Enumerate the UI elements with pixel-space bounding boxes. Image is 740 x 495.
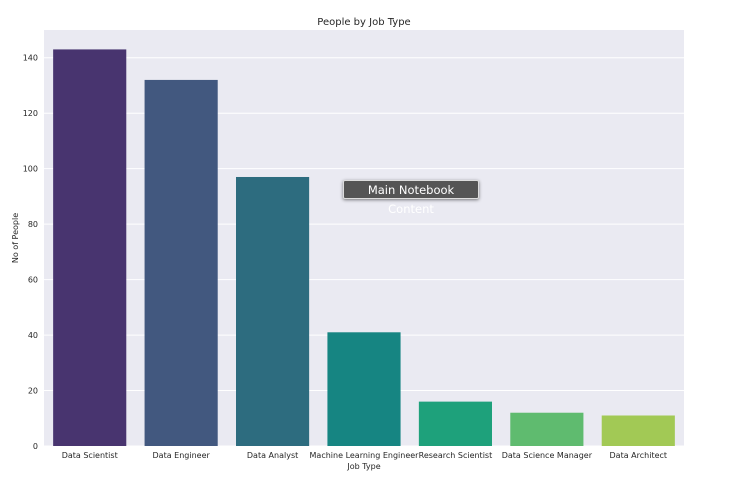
bar-data-engineer — [144, 79, 218, 447]
y-tick-label: 100 — [23, 165, 38, 174]
bar-data-science-manager — [510, 412, 584, 446]
x-tick-label: Machine Learning Engineer — [310, 451, 420, 460]
chart-title: People by Job Type — [317, 17, 410, 28]
y-tick-label: 140 — [23, 54, 38, 63]
y-tick-label: 40 — [28, 331, 38, 340]
bar-data-analyst — [236, 176, 310, 446]
x-tick-label: Data Engineer — [153, 451, 211, 460]
y-axis-label: No of People — [11, 213, 20, 263]
y-tick-label: 60 — [28, 276, 38, 285]
x-axis-ticks: Data Scientist Data Engineer Data Analyst M… — [62, 451, 667, 460]
y-tick-label: 120 — [23, 109, 38, 118]
bar-data-architect — [601, 415, 675, 446]
y-tick-label: 80 — [28, 220, 38, 229]
y-axis-ticks: 0 20 40 60 80 100 120 140 — [23, 54, 38, 451]
bars — [53, 49, 675, 447]
bar-machine-learning-engineer — [327, 332, 401, 446]
x-tick-label: Data Architect — [610, 451, 668, 460]
y-tick-label: 0 — [33, 442, 38, 451]
bar-data-scientist — [53, 49, 127, 447]
main-notebook-content-tooltip: Main Notebook Content — [343, 180, 479, 216]
y-tick-label: 20 — [28, 387, 38, 396]
x-tick-label: Data Science Manager — [502, 451, 593, 460]
bar-research-scientist — [418, 401, 492, 446]
x-axis-label: Job Type — [346, 462, 380, 471]
x-tick-label: Data Scientist — [62, 451, 118, 460]
x-tick-label: Research Scientist — [419, 451, 493, 460]
x-tick-label: Data Analyst — [247, 451, 298, 460]
